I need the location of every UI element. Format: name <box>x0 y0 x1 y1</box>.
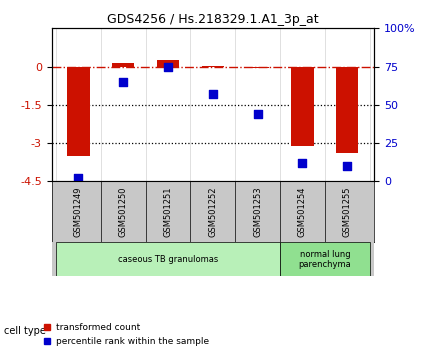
Bar <box>246 67 269 68</box>
Text: GSM501250: GSM501250 <box>119 187 128 237</box>
Bar <box>56 242 280 276</box>
Point <box>299 160 306 166</box>
Point <box>344 163 351 169</box>
Text: GSM501255: GSM501255 <box>343 187 352 237</box>
Text: cell type: cell type <box>4 326 46 336</box>
Point <box>209 91 216 97</box>
Bar <box>280 242 370 276</box>
Text: normal lung
parenchyma: normal lung parenchyma <box>298 250 351 269</box>
Point <box>254 111 261 117</box>
Text: GSM501249: GSM501249 <box>74 187 83 237</box>
Point <box>165 64 172 69</box>
Bar <box>336 67 359 153</box>
Text: GSM501253: GSM501253 <box>253 187 262 237</box>
Text: GSM501252: GSM501252 <box>209 187 217 237</box>
Point <box>75 175 82 181</box>
Bar <box>291 67 313 145</box>
Text: caseous TB granulomas: caseous TB granulomas <box>118 255 218 264</box>
Text: GSM501251: GSM501251 <box>163 187 172 237</box>
Bar <box>112 63 135 67</box>
Point <box>120 79 127 85</box>
Bar <box>202 66 224 67</box>
Bar <box>67 67 90 156</box>
Bar <box>157 60 179 67</box>
Title: GDS4256 / Hs.218329.1.A1_3p_at: GDS4256 / Hs.218329.1.A1_3p_at <box>107 13 319 26</box>
Text: GSM501254: GSM501254 <box>298 187 307 237</box>
Legend: transformed count, percentile rank within the sample: transformed count, percentile rank withi… <box>39 320 213 349</box>
